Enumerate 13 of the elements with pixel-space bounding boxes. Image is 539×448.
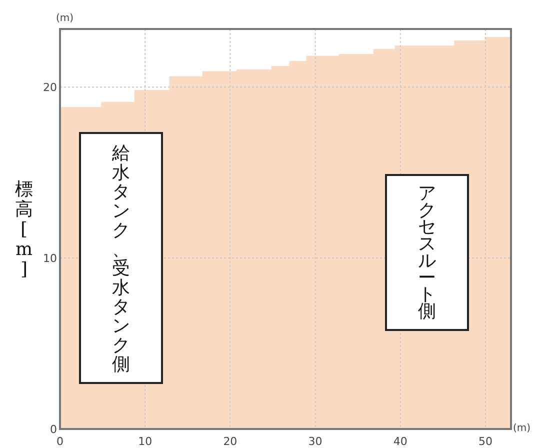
- y-tick-label: 20: [43, 81, 57, 94]
- x-tick-label: 20: [223, 435, 238, 448]
- annotation: アクセスルート側: [418, 182, 436, 322]
- x-tick-label: 30: [308, 435, 322, 448]
- y-axis-title: 標高[m]: [15, 179, 33, 280]
- x-tick-label: 10: [138, 435, 152, 448]
- y-tick-label: 10: [43, 252, 57, 266]
- x-tick-label: 50: [478, 435, 492, 448]
- y-tick-label: 0: [50, 423, 57, 436]
- x-axis-title: (m): [513, 423, 531, 434]
- text: (m): [56, 13, 74, 24]
- x-tick-label: 40: [393, 435, 408, 448]
- annotation: 給水タンク、受水タンク側: [112, 143, 130, 375]
